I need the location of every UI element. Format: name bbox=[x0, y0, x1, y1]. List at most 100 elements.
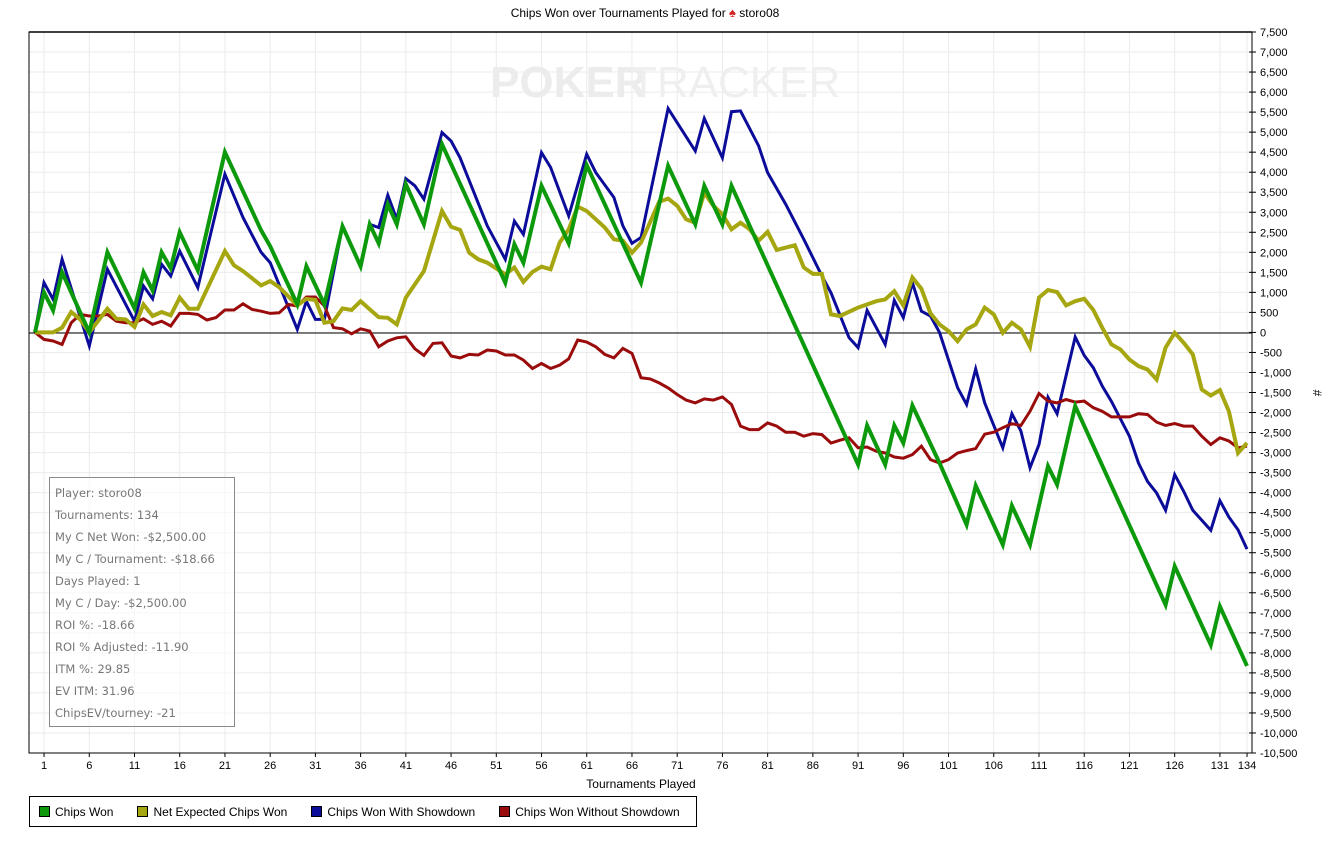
stat-player: Player: storo08 bbox=[55, 486, 142, 500]
x-tick-label: 101 bbox=[939, 760, 957, 772]
x-tick-label: 111 bbox=[1031, 760, 1048, 772]
y-tick-label: -7,000 bbox=[1260, 608, 1291, 620]
x-tick-label: 31 bbox=[309, 760, 321, 772]
stat-chipsev: ChipsEV/tourney: -21 bbox=[55, 706, 176, 720]
y-tick-label: -8,000 bbox=[1260, 648, 1291, 660]
legend-label: Net Expected Chips Won bbox=[153, 804, 288, 819]
stats-box: Player: storo08 Tournaments: 134 My C Ne… bbox=[49, 477, 235, 727]
series-line-chips-won-without-showdown bbox=[34, 295, 1248, 465]
x-tick-label: 26 bbox=[264, 760, 276, 772]
x-tick-label: 36 bbox=[354, 760, 366, 772]
x-tick-label: 1 bbox=[41, 760, 47, 772]
y-tick-label: 3,000 bbox=[1260, 207, 1288, 219]
y-tick-label: 4,500 bbox=[1260, 147, 1288, 159]
y-tick-label: 1,000 bbox=[1260, 287, 1288, 299]
x-tick-label: 116 bbox=[1075, 760, 1093, 772]
series-lines bbox=[33, 104, 1249, 667]
y-tick-label: 1,500 bbox=[1260, 267, 1288, 279]
y-tick-label: 4,000 bbox=[1260, 167, 1288, 179]
y-tick-label: 3,500 bbox=[1260, 187, 1288, 199]
y-tick-label: 7,500 bbox=[1260, 27, 1288, 39]
x-tick-label: 11 bbox=[129, 760, 140, 772]
y-axis-label: # bbox=[1310, 390, 1324, 397]
x-tick-label: 126 bbox=[1165, 760, 1183, 772]
y-tick-label: -1,500 bbox=[1260, 388, 1291, 400]
legend-swatch bbox=[137, 806, 149, 817]
y-tick-label: 5,000 bbox=[1260, 127, 1288, 139]
legend-label: Chips Won With Showdown bbox=[327, 804, 476, 819]
x-axis: 1 6 11 16 21 26 31 36 41 46 51 56 61 66 71 76 81 86 91 96 10… bbox=[41, 753, 1256, 772]
stat-net-won: My C Net Won: -$2,500.00 bbox=[55, 530, 207, 544]
y-tick-label: -7,500 bbox=[1260, 628, 1291, 640]
stat-per-tournament: My C / Tournament: -$18.66 bbox=[55, 552, 215, 566]
series-line-net-expected-chips-won bbox=[35, 188, 1249, 458]
y-tick-label: -9,500 bbox=[1260, 708, 1291, 720]
x-tick-label: 51 bbox=[490, 760, 502, 772]
x-tick-label: 76 bbox=[716, 760, 728, 772]
y-tick-label: -5,500 bbox=[1260, 548, 1291, 560]
stat-roi-adjusted: ROI % Adjusted: -11.90 bbox=[55, 640, 189, 654]
legend-swatch bbox=[499, 806, 511, 817]
y-tick-label: 6,000 bbox=[1260, 87, 1288, 99]
watermark-tracker: TRACKER bbox=[630, 58, 840, 107]
legend-item-with-showdown[interactable]: Chips Won With Showdown bbox=[311, 805, 475, 819]
y-tick-label: 6,500 bbox=[1260, 67, 1288, 79]
stat-ev-itm: EV ITM: 31.96 bbox=[55, 684, 135, 698]
x-tick-label: 6 bbox=[86, 760, 92, 772]
legend-item-chips-won[interactable]: Chips Won bbox=[39, 805, 113, 819]
x-tick-label: 96 bbox=[897, 760, 909, 772]
legend: Chips Won Net Expected Chips Won Chips W… bbox=[29, 796, 697, 827]
y-tick-label: 7,000 bbox=[1260, 47, 1288, 59]
spade-icon: ♠ bbox=[729, 5, 736, 20]
series-line-chips-won-with-showdown bbox=[33, 104, 1249, 550]
stat-roi: ROI %: -18.66 bbox=[55, 618, 135, 632]
legend-swatch bbox=[311, 806, 323, 817]
legend-swatch bbox=[39, 806, 50, 817]
y-tick-label: -5,000 bbox=[1260, 528, 1291, 540]
y-tick-label: 5,500 bbox=[1260, 107, 1288, 119]
stat-per-day: My C / Day: -$2,500.00 bbox=[55, 596, 187, 610]
y-tick-label: -8,500 bbox=[1260, 668, 1291, 680]
stat-tournaments: Tournaments: 134 bbox=[55, 508, 159, 522]
x-tick-label: 81 bbox=[762, 760, 774, 772]
y-tick-label: -2,500 bbox=[1260, 428, 1291, 440]
x-tick-label: 86 bbox=[807, 760, 819, 772]
y-tick-label: -10,000 bbox=[1260, 728, 1297, 740]
series-line-chips-won bbox=[33, 137, 1249, 667]
x-tick-label: 21 bbox=[219, 760, 231, 772]
x-tick-label: 41 bbox=[400, 760, 412, 772]
x-tick-label: 66 bbox=[626, 760, 638, 772]
y-tick-label: -500 bbox=[1260, 347, 1282, 359]
title-text: Chips Won over Tournaments Played for bbox=[510, 6, 726, 20]
y-tick-label: -9,000 bbox=[1260, 688, 1291, 700]
x-tick-label: 134 bbox=[1238, 760, 1256, 772]
chart-title: Chips Won over Tournaments Played for ♠ … bbox=[0, 5, 1290, 20]
y-tick-label: 0 bbox=[1260, 327, 1266, 339]
x-tick-label: 131 bbox=[1211, 760, 1229, 772]
y-tick-label: -4,500 bbox=[1260, 508, 1291, 520]
stat-days-played: Days Played: 1 bbox=[55, 574, 141, 588]
y-tick-label: -1,000 bbox=[1260, 367, 1291, 379]
y-tick-label: -10,500 bbox=[1260, 748, 1297, 760]
legend-item-without-showdown[interactable]: Chips Won Without Showdown bbox=[499, 805, 680, 819]
y-tick-label: -6,000 bbox=[1260, 568, 1291, 580]
legend-item-net-expected[interactable]: Net Expected Chips Won bbox=[137, 805, 287, 819]
watermark-logo: POKER TRACKER bbox=[490, 58, 840, 107]
x-tick-label: 106 bbox=[985, 760, 1003, 772]
legend-label: Chips Won bbox=[55, 804, 114, 819]
title-player: storo08 bbox=[739, 6, 780, 20]
legend-label: Chips Won Without Showdown bbox=[515, 804, 680, 819]
y-tick-label: -4,000 bbox=[1260, 488, 1291, 500]
x-tick-label: 61 bbox=[581, 760, 593, 772]
x-tick-label: 91 bbox=[852, 760, 864, 772]
y-tick-label: 500 bbox=[1260, 307, 1278, 319]
y-tick-label: -2,000 bbox=[1260, 408, 1291, 420]
y-tick-label: -6,500 bbox=[1260, 588, 1291, 600]
x-tick-label: 16 bbox=[174, 760, 186, 772]
y-tick-label: 2,500 bbox=[1260, 227, 1288, 239]
y-axis: 7,500 7,000 6,500 6,000 5,500 5,000 4,500 4,000… bbox=[1249, 27, 1297, 760]
stat-itm: ITM %: 29.85 bbox=[55, 662, 131, 676]
x-tick-label: 121 bbox=[1120, 760, 1138, 772]
y-tick-label: 2,000 bbox=[1260, 247, 1288, 259]
